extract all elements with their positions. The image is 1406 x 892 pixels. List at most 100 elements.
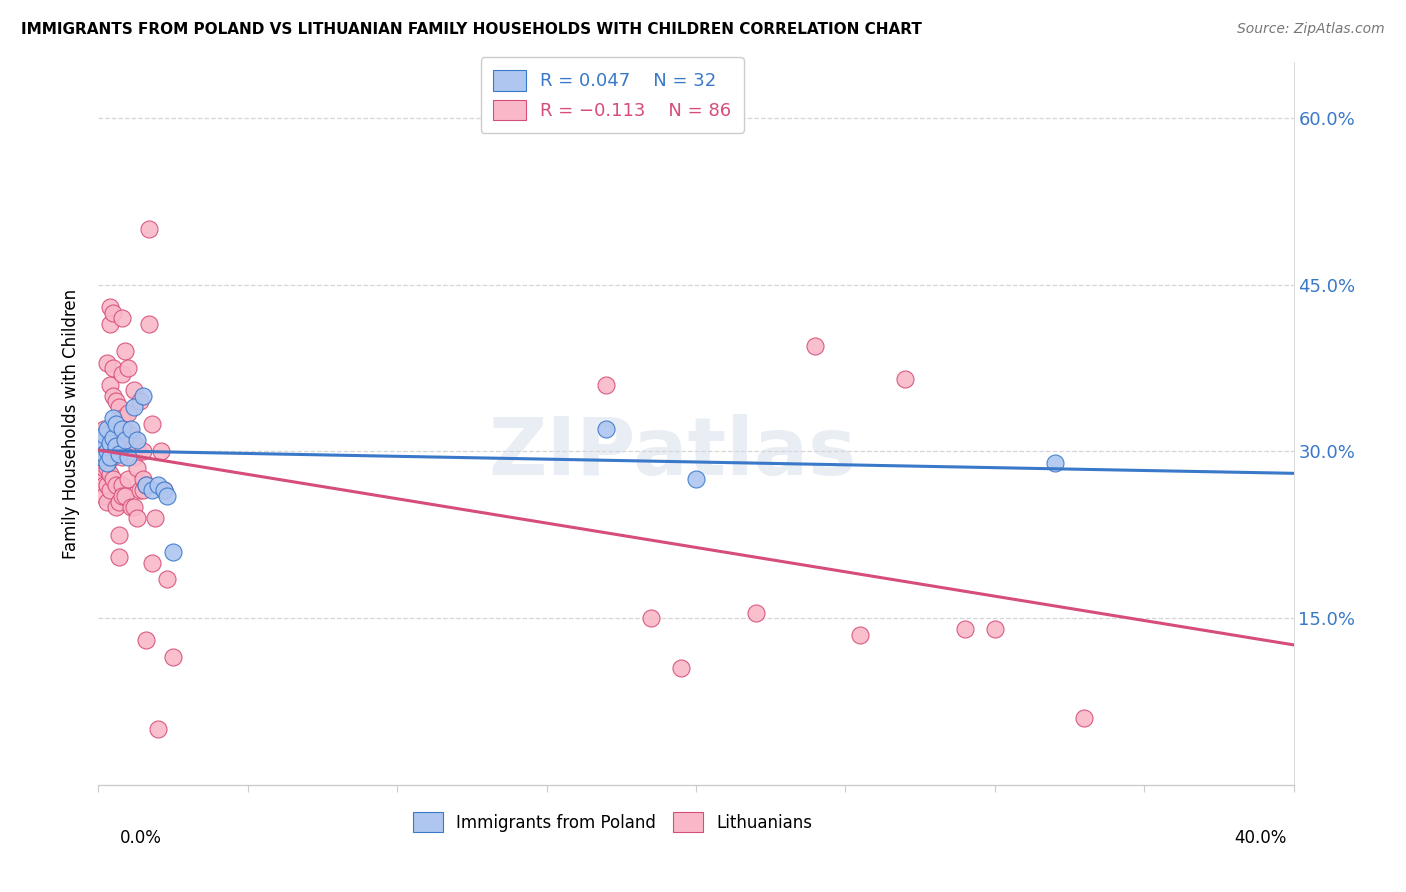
Text: 40.0%: 40.0% [1234,829,1286,847]
Point [103,472,125,486]
Point [111,450,134,464]
Point [111,422,134,436]
Point [103,305,125,319]
Point [127,439,149,453]
Point [595,377,617,392]
Point [162,650,184,665]
Point [90,450,112,464]
Point [98,483,122,498]
Point [849,628,872,642]
Point [103,450,125,464]
Point [103,411,125,425]
Point [111,367,134,381]
Point [90,456,112,470]
Point [105,439,128,453]
Point [156,489,179,503]
Point [804,339,827,353]
Point [669,661,692,675]
Point [127,461,149,475]
Point [98,467,122,481]
Point [120,427,142,442]
Point [953,623,976,637]
Point [103,427,125,442]
Point [93,447,115,461]
Point [114,444,136,458]
Point [90,472,112,486]
Point [108,447,131,461]
Text: IMMIGRANTS FROM POLAND VS LITHUANIAN FAMILY HOUSEHOLDS WITH CHILDREN CORRELATION: IMMIGRANTS FROM POLAND VS LITHUANIAN FAM… [21,22,922,37]
Point [108,528,131,542]
Point [111,489,134,503]
Point [96,427,118,442]
Text: Source: ZipAtlas.com: Source: ZipAtlas.com [1237,22,1385,37]
Point [129,483,152,498]
Point [90,444,112,458]
Point [124,400,146,414]
Point [745,606,768,620]
Point [124,384,146,398]
Point [93,478,115,492]
Point [153,483,176,498]
Point [1043,456,1066,470]
Point [148,723,170,737]
Point [117,361,139,376]
Point [93,422,115,436]
Point [138,317,160,331]
Point [96,444,118,458]
Point [103,361,125,376]
Point [98,377,122,392]
Point [132,444,155,458]
Point [162,544,184,558]
Point [105,444,128,458]
Point [156,572,179,586]
Point [90,434,112,448]
Point [93,461,115,475]
Y-axis label: Family Households with Children: Family Households with Children [62,289,80,558]
Point [984,623,1007,637]
Point [111,478,134,492]
Point [96,355,118,369]
Point [105,478,128,492]
Point [141,556,163,570]
Point [93,439,115,453]
Point [105,500,128,514]
Point [108,494,131,508]
Point [96,456,118,470]
Point [153,483,176,498]
Point [98,300,122,314]
Point [129,394,152,409]
Point [124,500,146,514]
Point [105,394,128,409]
Point [124,450,146,464]
Point [640,611,662,625]
Point [108,550,131,565]
Point [114,344,136,359]
Point [96,439,118,453]
Point [141,417,163,431]
Point [105,417,128,431]
Point [127,511,149,525]
Point [111,411,134,425]
Point [143,511,166,525]
Point [98,450,122,464]
Point [117,450,139,464]
Point [103,431,125,445]
Point [117,439,139,453]
Point [93,427,115,442]
Point [120,500,142,514]
Point [90,444,112,458]
Point [98,435,122,450]
Point [141,483,163,498]
Point [108,400,131,414]
Point [120,422,142,436]
Point [96,461,118,475]
Point [120,444,142,458]
Point [132,389,155,403]
Point [894,372,917,386]
Point [1073,711,1095,725]
Point [117,472,139,486]
Point [135,633,157,648]
Text: ZIPatlas: ZIPatlas [488,414,856,491]
Point [132,472,155,486]
Point [111,311,134,326]
